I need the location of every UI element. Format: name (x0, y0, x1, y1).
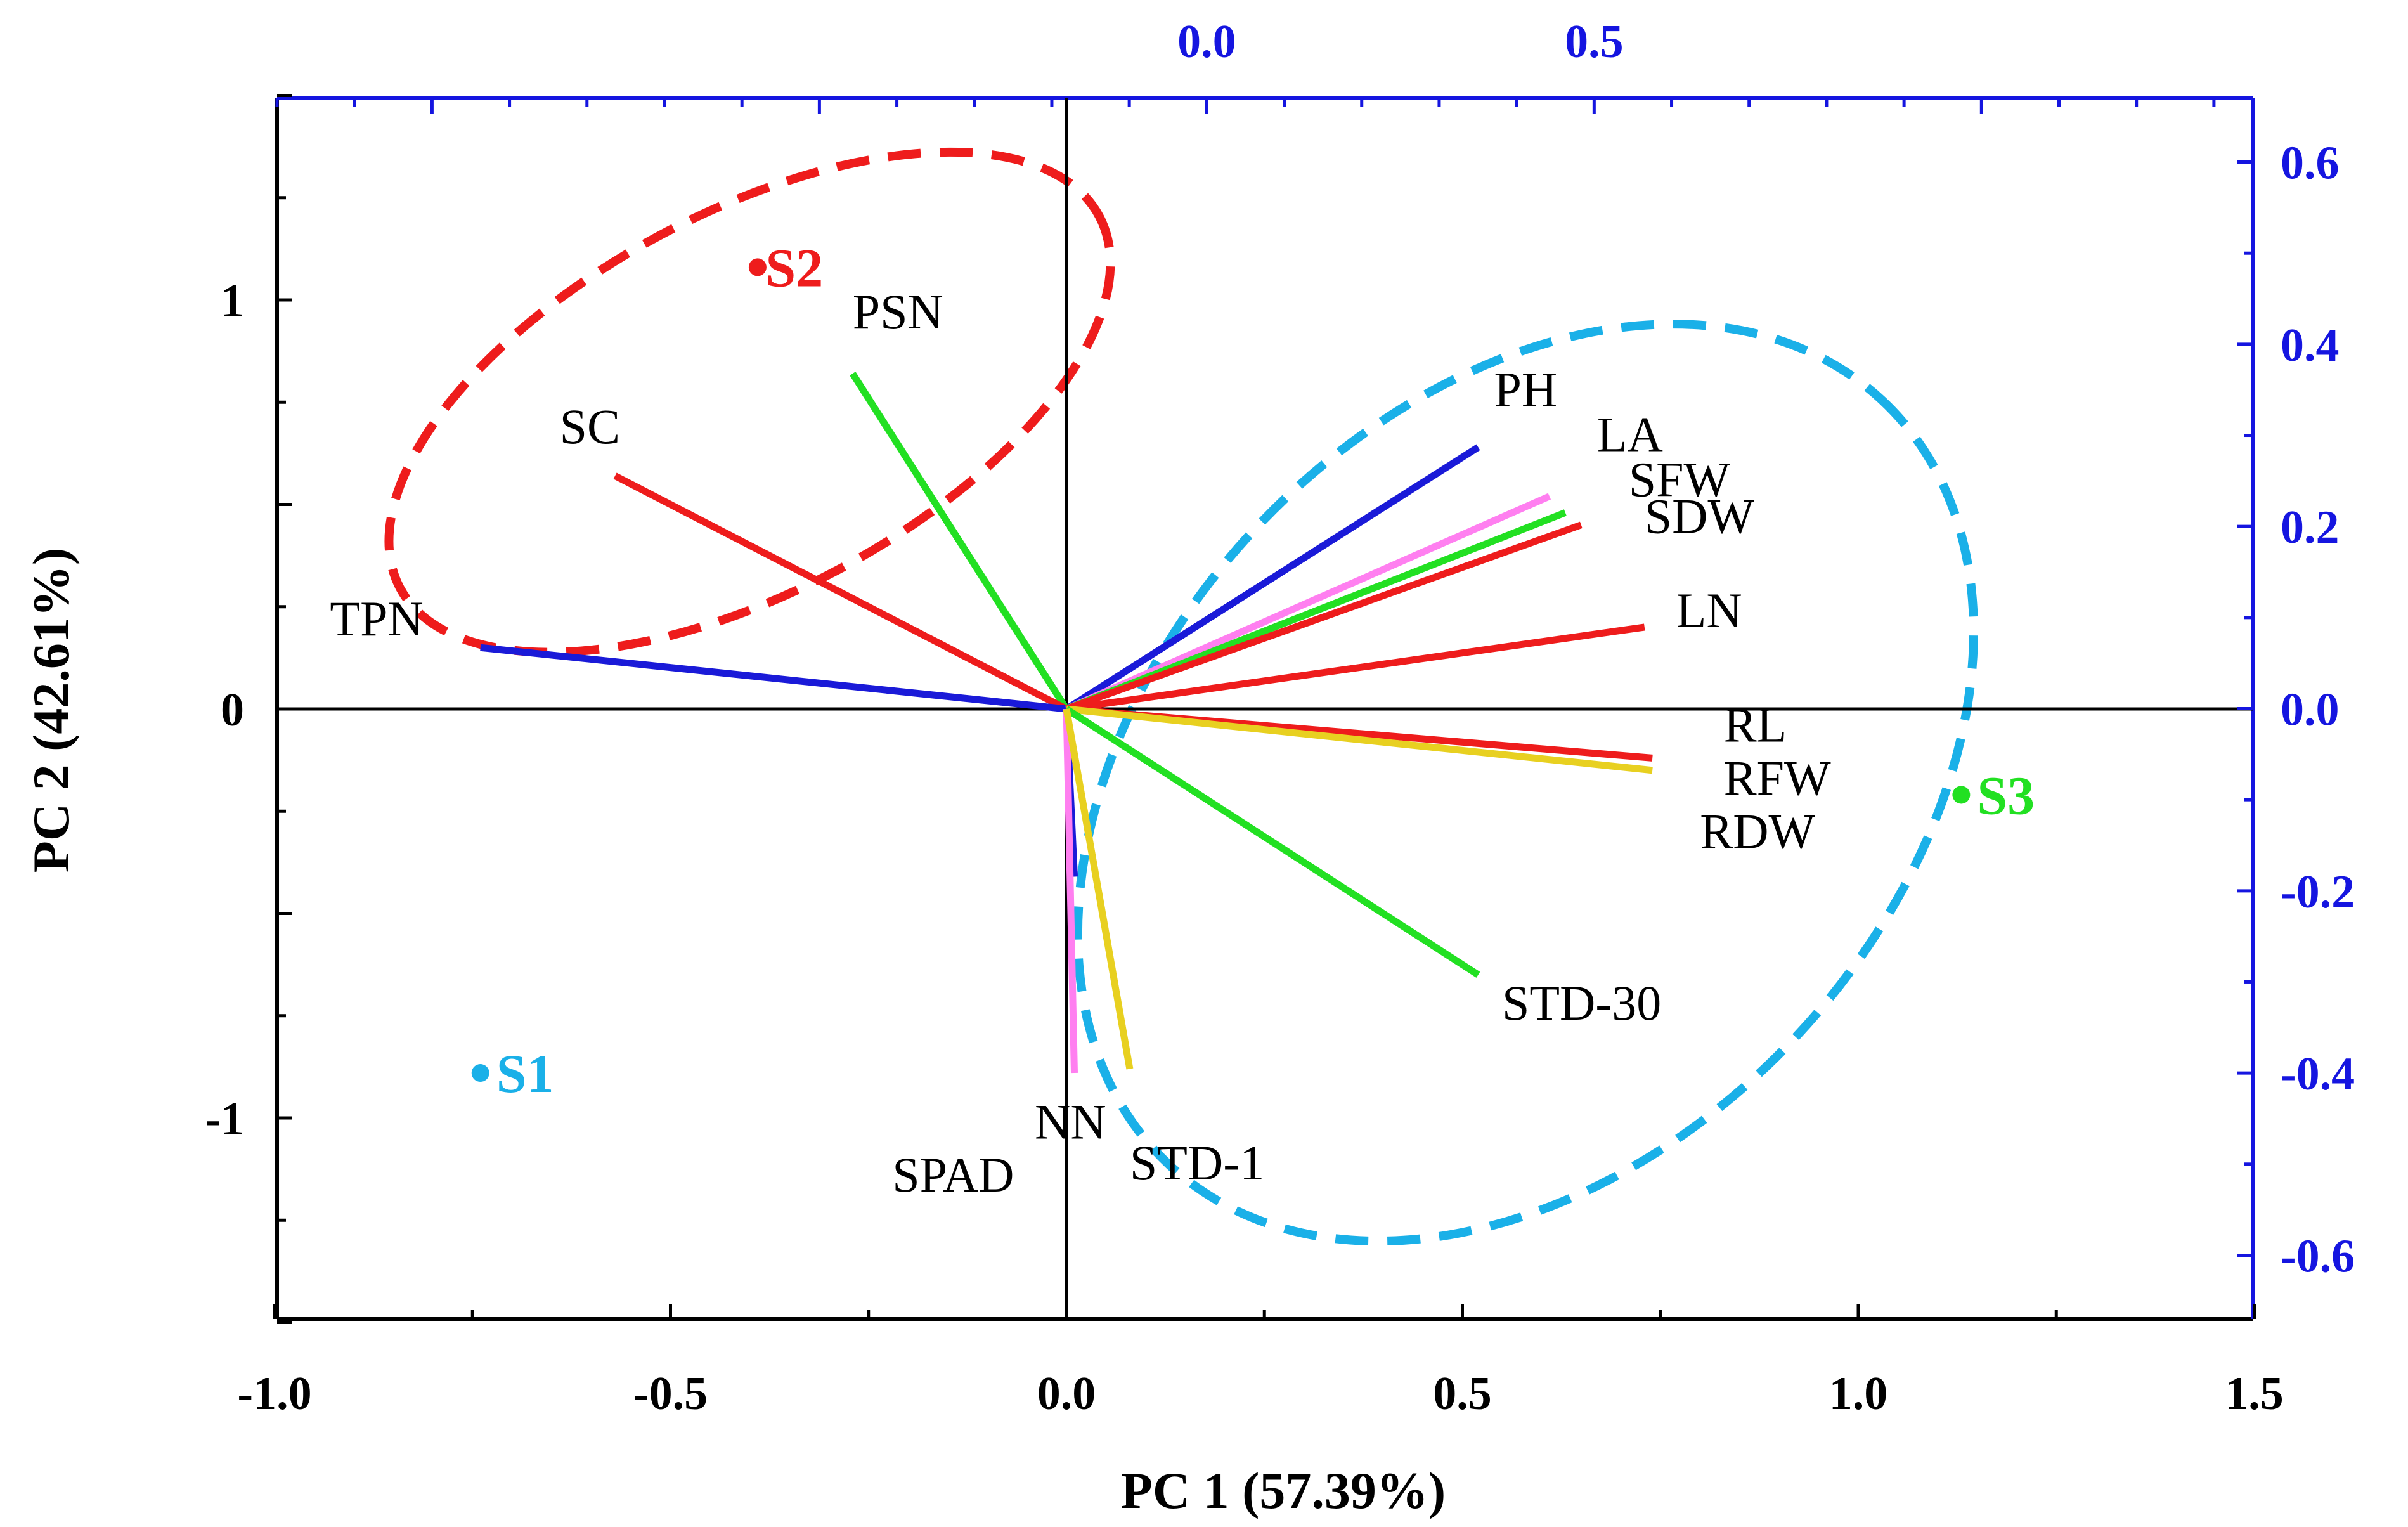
vector-sdw (1065, 521, 1583, 713)
label-sc: SC (560, 399, 620, 454)
right-tick-label: 0.4 (2281, 320, 2340, 372)
vector-sc (613, 472, 1068, 712)
sample-points: S1 S2 S3 (471, 237, 2035, 1104)
y-tick-label: 1 (221, 275, 244, 327)
vector-psn (850, 372, 1070, 711)
right-tick-label: 0.0 (2281, 684, 2340, 736)
y-tick-label: -1 (205, 1093, 244, 1145)
axis-ticks: -1.0 -0.5 0.0 0.5 1.0 1.5 1 0 -1 0.0 0.5 0.6 0.4 0.2 0… (205, 16, 2355, 1420)
x-tick-label: 0.5 (1433, 1368, 1492, 1420)
sample-s1-label: S1 (496, 1043, 554, 1104)
right-tick-label: -0.6 (2281, 1230, 2355, 1282)
x-tick-label: 0.0 (1037, 1368, 1096, 1420)
right-tick-label: 0.6 (2281, 138, 2340, 190)
sample-s2-point (748, 258, 767, 276)
vector-std-30 (1065, 706, 1480, 978)
variable-vectors (480, 372, 1653, 1074)
sample-s1-point (471, 1064, 489, 1082)
label-tpn: TPN (330, 591, 423, 646)
top-tick-label: 0.0 (1177, 16, 1236, 68)
label-la: LA (1597, 407, 1663, 462)
x-tick-label: 1.0 (1829, 1368, 1888, 1420)
top-tick-label: 0.5 (1565, 16, 1624, 68)
label-ln: LN (1676, 583, 1742, 638)
right-tick-label: -0.4 (2281, 1048, 2355, 1100)
x-tick-label: -1.0 (237, 1368, 311, 1420)
sample-s3-point (1952, 786, 1971, 804)
x-tick-label: -0.5 (633, 1368, 708, 1420)
label-std-30: STD-30 (1502, 975, 1661, 1030)
label-spad: SPAD (892, 1147, 1014, 1202)
label-psn: PSN (853, 284, 943, 339)
label-ph: PH (1494, 362, 1557, 417)
sample-s2-label: S2 (765, 237, 823, 298)
vector-ln (1066, 623, 1645, 713)
right-tick-label: -0.2 (2281, 866, 2355, 918)
vector-rfw (1066, 705, 1653, 774)
label-std-1: STD-1 (1130, 1135, 1264, 1190)
x-tick-label: 1.5 (2225, 1368, 2284, 1420)
vector-ph (1065, 444, 1480, 712)
label-rdw: RDW (1700, 803, 1815, 859)
sample-s3-label: S3 (1977, 765, 2035, 826)
ellipse-s3 (1073, 320, 1978, 1246)
label-sdw: SDW (1645, 489, 1755, 544)
label-sfw: SFW (1629, 452, 1731, 507)
vector-tpn (480, 644, 1067, 713)
right-tick-label: 0.2 (2281, 502, 2340, 554)
label-nn: NN (1035, 1094, 1106, 1149)
vector-spad (1063, 708, 1078, 1074)
vector-std-1 (1063, 708, 1134, 1070)
y-tick-label: 0 (221, 684, 244, 736)
label-rfw: RFW (1724, 750, 1831, 805)
zero-lines (277, 98, 2253, 1319)
y-axis-title: PC 2 (42.61%) (22, 548, 80, 873)
ellipse-s2 (384, 147, 1115, 657)
x-axis-title: PC 1 (57.39%) (1121, 1462, 1446, 1519)
vector-la (1065, 493, 1551, 713)
label-rl: RL (1724, 698, 1787, 753)
group-ellipses (384, 147, 1978, 1246)
